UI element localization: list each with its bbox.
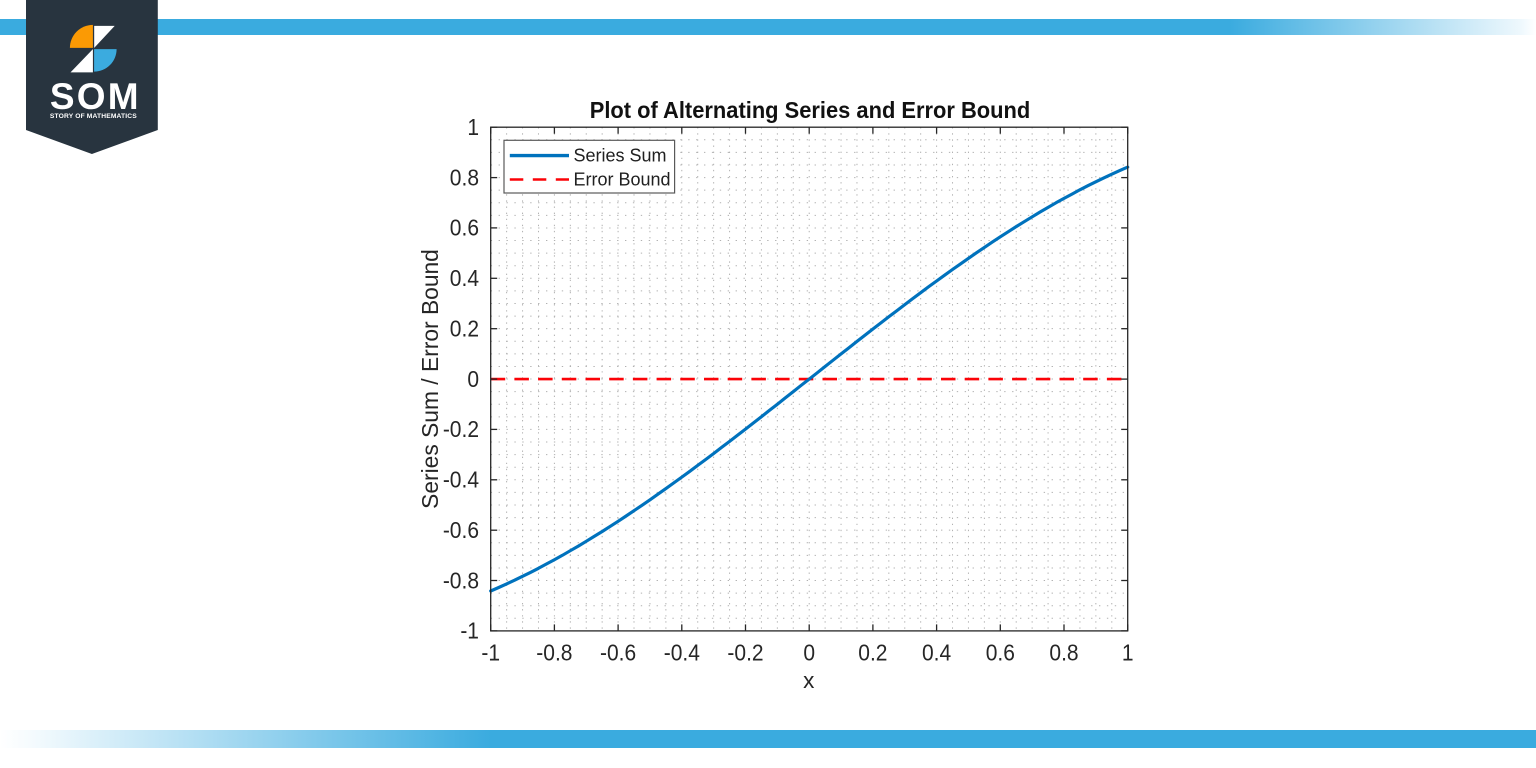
svg-text:0.6: 0.6 xyxy=(986,640,1015,666)
svg-text:-1: -1 xyxy=(481,640,500,666)
svg-text:-0.2: -0.2 xyxy=(727,640,763,666)
svg-text:0.4: 0.4 xyxy=(922,640,951,666)
svg-text:Error Bound: Error Bound xyxy=(574,170,671,190)
svg-text:Series Sum / Error Bound: Series Sum / Error Bound xyxy=(417,249,443,509)
svg-text:0.6: 0.6 xyxy=(450,215,479,241)
svg-text:Plot of Alternating Series and: Plot of Alternating Series and Error Bou… xyxy=(590,97,1031,123)
svg-text:-0.8: -0.8 xyxy=(443,568,479,594)
svg-text:0.8: 0.8 xyxy=(450,165,479,191)
svg-text:1: 1 xyxy=(467,114,479,140)
svg-text:-0.6: -0.6 xyxy=(600,640,636,666)
svg-text:-0.2: -0.2 xyxy=(443,416,479,442)
svg-text:0: 0 xyxy=(467,366,479,392)
svg-text:0.2: 0.2 xyxy=(450,316,479,342)
svg-text:0.2: 0.2 xyxy=(858,640,887,666)
svg-text:SOM: SOM xyxy=(50,76,141,117)
svg-text:-0.4: -0.4 xyxy=(443,467,479,493)
svg-text:Series Sum: Series Sum xyxy=(574,146,667,166)
svg-text:STORY OF MATHEMATICS: STORY OF MATHEMATICS xyxy=(50,113,137,120)
svg-text:-0.6: -0.6 xyxy=(443,517,479,543)
svg-text:0.4: 0.4 xyxy=(450,265,479,291)
svg-text:-1: -1 xyxy=(460,618,479,644)
svg-text:1: 1 xyxy=(1122,640,1134,666)
svg-text:-0.8: -0.8 xyxy=(536,640,572,666)
svg-text:0.8: 0.8 xyxy=(1049,640,1078,666)
svg-text:x: x xyxy=(803,668,815,693)
svg-text:0: 0 xyxy=(803,640,815,666)
svg-text:-0.4: -0.4 xyxy=(664,640,700,666)
